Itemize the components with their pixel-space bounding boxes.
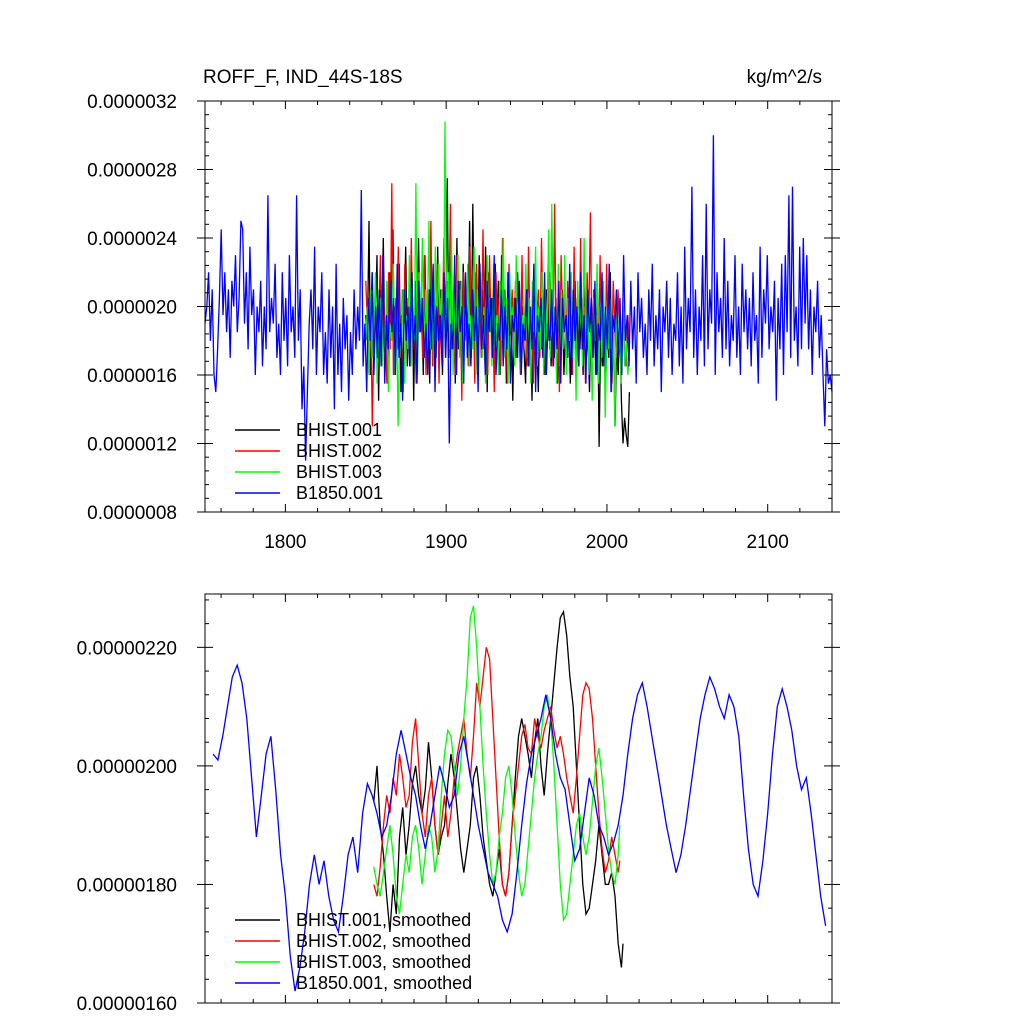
bottom-panel: 0.00000160 0.00000180 0.00000200 0.00000220… [77, 593, 840, 1015]
bottom-legend-label: BHIST.002, smoothed [296, 931, 471, 951]
top-legend-label: BHIST.001 [296, 420, 382, 440]
bottom-y-tick-label: 0.00000200 [77, 757, 177, 778]
bottom-y-tick-label: 0.00000160 [77, 994, 177, 1015]
top-y-tick-label: 0.0000032 [87, 92, 177, 113]
bottom-series-line-3 [373, 605, 621, 923]
top-x-tick-label: 1900 [425, 532, 467, 553]
top-y-tick-label: 0.0000028 [87, 161, 177, 182]
top-legend-label: BHIST.002 [296, 441, 382, 461]
top-title-right: kg/m^2/s [747, 67, 822, 88]
bottom-series-line-1 [373, 609, 624, 968]
top-legend-label: BHIST.003 [296, 462, 382, 482]
top-title-left: ROFF_F, IND_44S-18S [203, 67, 403, 88]
top-legend-label: B1850.001 [296, 483, 383, 503]
top-y-tick-label: 0.0000024 [87, 229, 177, 250]
top-y-tick-label: 0.0000008 [87, 503, 177, 524]
bottom-legend-label: B1850.001, smoothed [296, 973, 472, 993]
bottom-series-line-2 [373, 647, 621, 897]
top-panel: ROFF_F, IND_44S-18S kg/m^2/s 1800 1900 200… [87, 67, 840, 553]
top-y-tick-label: 0.0000020 [87, 298, 177, 319]
top-x-tick-label: 1800 [264, 532, 306, 553]
bottom-y-tick-label: 0.00000180 [77, 875, 177, 896]
bottom-y-tick-label: 0.00000220 [77, 638, 177, 659]
top-y-tick-label: 0.0000016 [87, 366, 177, 387]
top-y-tick-label: 0.0000012 [87, 435, 177, 456]
bottom-legend-label: BHIST.003, smoothed [296, 952, 471, 972]
bottom-legend-label: BHIST.001, smoothed [296, 910, 471, 930]
bottom-plot-frame [204, 593, 833, 1004]
top-x-tick-label: 2000 [586, 532, 628, 553]
top-series-line-4 [204, 135, 833, 461]
bottom-series-line-4 [212, 663, 827, 992]
top-x-tick-label: 2100 [747, 532, 789, 553]
